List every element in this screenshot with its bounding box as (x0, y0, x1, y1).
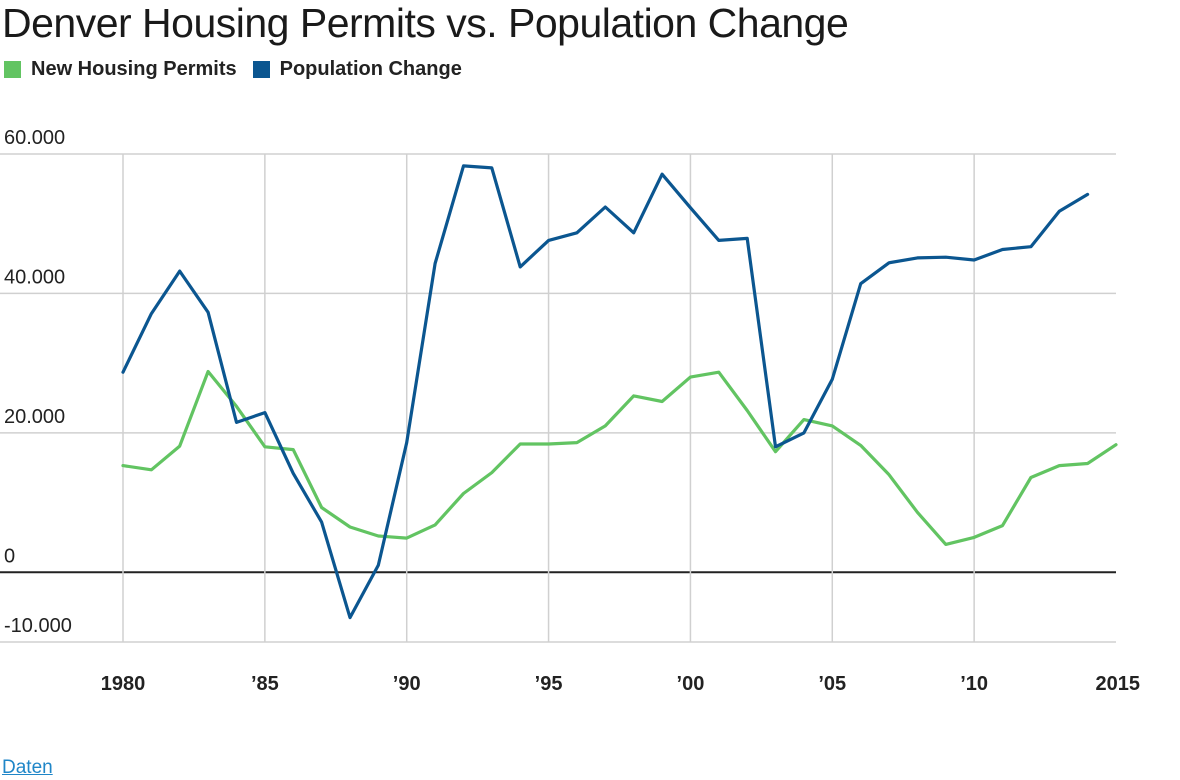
x-tick-label: ’95 (535, 673, 563, 695)
x-tick-label: ’05 (818, 673, 846, 695)
series-line-new-housing-permits[interactable] (121, 369, 1118, 546)
legend-label-population-change: Population Change (279, 58, 462, 80)
x-tick-label: ’10 (960, 673, 988, 695)
x-tick-label: ’90 (393, 673, 421, 695)
legend: New Housing Permits Population Change (4, 58, 478, 81)
y-tick-label: 60.000 (4, 127, 65, 149)
axis-label-layer: -10.000 0 20.000 40.000 60.000 1980 ’85 ’90 ’95 ’… (4, 127, 1140, 695)
legend-swatch-new-housing-permits (4, 61, 21, 78)
y-tick-label: 20.000 (4, 406, 65, 428)
chart-title: Denver Housing Permits vs. Population Ch… (2, 0, 849, 46)
x-tick-label: 1980 (101, 673, 146, 695)
x-tick-label: ’00 (677, 673, 705, 695)
legend-item-population-change[interactable]: Population Change (252, 58, 462, 81)
x-tick-label: 2015 (1096, 673, 1141, 695)
line-chart: -10.000 0 20.000 40.000 60.000 1980 ’85 ’90 ’95 ’… (0, 127, 1140, 695)
series-line-population-change[interactable] (121, 164, 1090, 620)
y-tick-label: -10.000 (4, 615, 72, 637)
legend-item-new-housing-permits[interactable]: New Housing Permits (4, 58, 237, 81)
series-layer (121, 164, 1118, 620)
data-source-link[interactable]: Daten (2, 757, 53, 778)
grid-layer (0, 153, 1116, 643)
legend-label-new-housing-permits: New Housing Permits (31, 58, 237, 80)
y-tick-label: 0 (4, 545, 15, 567)
legend-swatch-population-change (252, 61, 270, 78)
x-tick-label: ’85 (251, 673, 279, 695)
y-tick-label: 40.000 (4, 266, 65, 288)
